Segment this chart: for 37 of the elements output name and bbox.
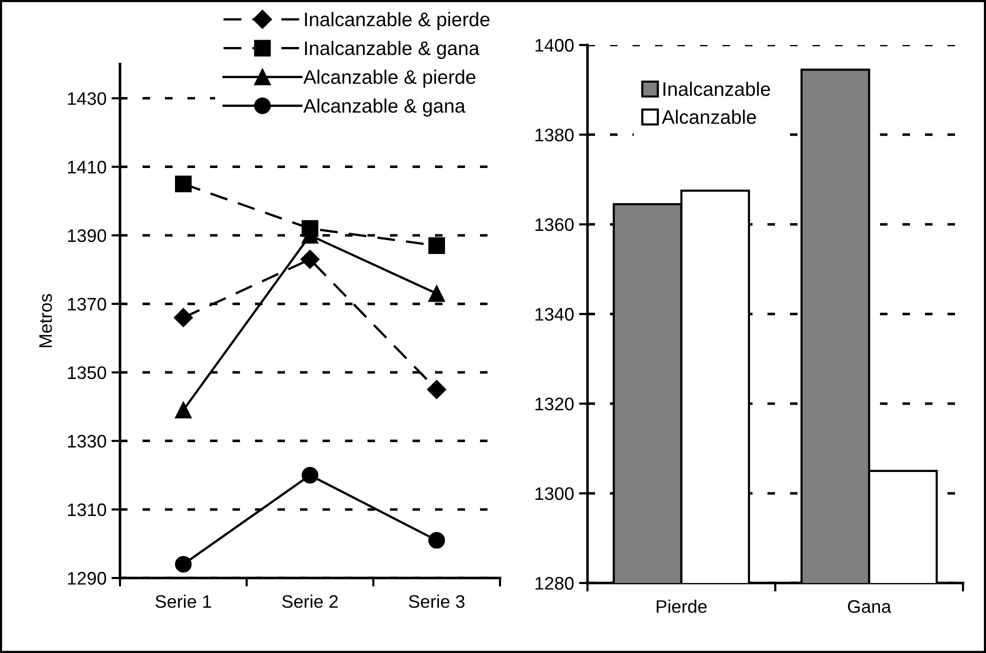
y-tick-label: 1280 [536,576,574,590]
point [428,237,445,254]
y-tick-label: 1410 [68,160,106,174]
legend-label: Inalcanzable & pierde [305,12,490,30]
point [427,380,446,400]
y-tick-label: 1300 [536,487,574,500]
x-tick-label: Serie 2 [282,594,338,608]
y-tick-label: 1330 [68,434,106,448]
y-tick-label: 1320 [536,398,574,410]
legend-label: Inalcanzable [664,82,770,96]
point [302,466,318,484]
y-tick-label: 1310 [68,503,106,516]
x-tick-label: Serie 1 [156,594,212,608]
y-tick-label: 1400 [536,38,574,52]
point [300,250,320,269]
x-tick-label: Gana [848,600,892,613]
y-tick-label: 1290 [68,572,106,585]
legend-label: Alcanzable & pierde [303,70,476,88]
point [428,285,445,302]
x-tick-label: Serie 3 [408,594,464,608]
y-tick-label: 1390 [68,229,106,242]
legend-label: Alcanzable & gana [303,98,466,117]
point [428,532,445,549]
y-axis-title: Metros [39,294,52,348]
y-tick-label: 1370 [68,298,106,311]
legend-label: Alcanzable [662,110,756,124]
point [174,308,193,328]
point [175,176,192,192]
x-tick-label: Pierde [656,600,707,613]
y-tick-label: 1430 [68,92,106,105]
y-tick-label: 1360 [536,218,574,232]
point [175,556,192,573]
y-tick-label: 1350 [68,366,106,380]
point [175,402,192,418]
y-tick-label: 1380 [536,128,574,142]
legend-label: Inalcanzable & gana [305,40,480,59]
y-tick-label: 1340 [536,308,574,321]
